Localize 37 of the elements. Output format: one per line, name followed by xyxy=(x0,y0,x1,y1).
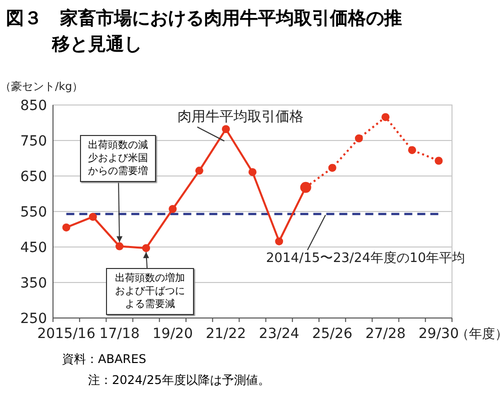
y-tick-label: 250 xyxy=(20,311,47,327)
point xyxy=(408,146,416,154)
point xyxy=(222,125,230,134)
x-tick-label: 27/28 xyxy=(365,326,406,342)
y-axis-title: （豪セント/kg） xyxy=(0,80,84,93)
x-tick-label: 2015/16 xyxy=(37,326,96,342)
text: 注：2024/25年度以降は予測値。 xyxy=(88,372,270,389)
y-tick-label: 750 xyxy=(20,134,47,150)
point xyxy=(354,134,363,142)
text: 資料：ABARES xyxy=(62,351,146,368)
point xyxy=(116,242,124,250)
title: 図３ 家畜市場における肉用牛平均取引価格の推移と見通し xyxy=(6,7,403,57)
annotation: 出荷頭数の減少および米国からの需要増 xyxy=(80,135,156,182)
x-tick-label: 29/30 xyxy=(418,326,459,342)
y-tick-label: 550 xyxy=(20,204,47,220)
x-tick-label: 19/20 xyxy=(152,326,193,342)
point xyxy=(142,244,150,252)
point xyxy=(434,156,443,165)
y-tick-label: 350 xyxy=(20,276,47,292)
y-tick-label: 650 xyxy=(20,169,47,185)
point xyxy=(62,223,70,232)
annotation: 出荷頭数の増加および干ばつによる需要減 xyxy=(106,268,194,315)
point xyxy=(275,237,284,246)
x-tick-label: 25/26 xyxy=(312,326,353,342)
series-label: 肉用牛平均取引価格 xyxy=(178,109,304,125)
y-tick-label: 850 xyxy=(20,98,47,114)
point xyxy=(168,205,177,214)
point xyxy=(328,164,336,172)
x-tick-label: 23/24 xyxy=(258,326,300,342)
x-tick-label: 17/18 xyxy=(99,326,140,342)
point xyxy=(195,166,204,175)
point xyxy=(382,113,390,122)
point xyxy=(88,212,97,221)
ref-line-label: 2014/15〜23/24年度の10年平均 xyxy=(266,250,466,266)
x-tick-label: 21/22 xyxy=(206,326,246,342)
y-tick-label: 450 xyxy=(20,240,47,256)
point xyxy=(248,168,256,176)
